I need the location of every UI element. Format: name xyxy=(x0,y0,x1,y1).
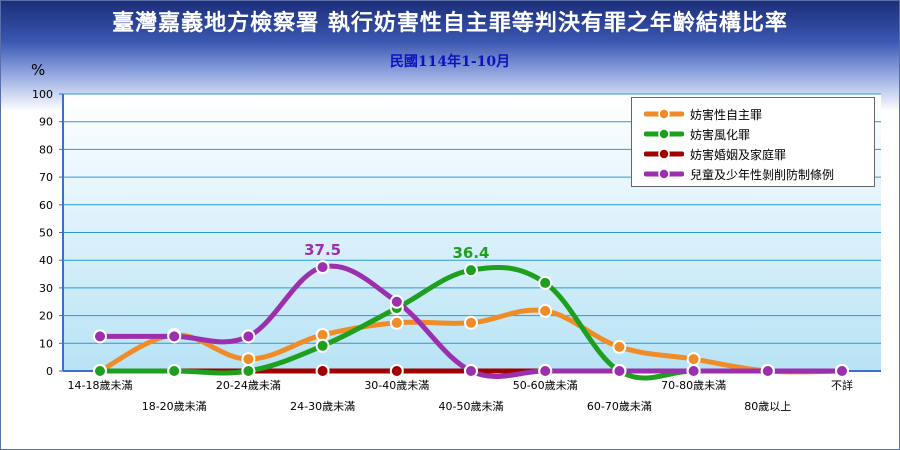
data-point-purple xyxy=(686,364,701,378)
data-point-orange xyxy=(464,315,478,330)
data-point-green xyxy=(315,338,330,353)
x-tick-label: 80歲以上 xyxy=(744,399,791,413)
data-point-darkred xyxy=(315,364,330,378)
legend-label: 兒童及少年性剝削防制條例 xyxy=(690,168,835,182)
y-tick-label: 50 xyxy=(39,227,53,240)
legend-swatch-orange xyxy=(644,108,684,120)
legend-item-marriage-family: 妨害婚姻及家庭罪 xyxy=(632,144,872,164)
data-point-purple xyxy=(167,329,182,344)
legend: 妨害性自主罪 妨害風化罪 妨害婚姻及家庭罪 兒童及少年性剝削防制條例 xyxy=(631,97,875,187)
legend-label: 妨害性自主罪 xyxy=(690,108,763,122)
data-point-purple xyxy=(538,364,553,378)
legend-swatch-green xyxy=(644,128,684,140)
data-point-purple xyxy=(760,364,775,378)
legend-item-sexual-autonomy: 妨害性自主罪 xyxy=(632,104,872,124)
x-tick-label: 50-60歲未滿 xyxy=(513,378,578,392)
y-tick-label: 90 xyxy=(39,116,53,129)
legend-swatch-purple xyxy=(644,168,684,180)
legend-swatch-darkred xyxy=(644,148,684,160)
data-point-green xyxy=(538,275,553,290)
x-tick-label: 70-80歲未滿 xyxy=(661,378,726,392)
data-point-purple xyxy=(93,329,107,344)
x-tick-label: 24-30歲未滿 xyxy=(290,399,355,413)
x-tick-label: 40-50歲未滿 xyxy=(439,399,504,413)
legend-item-child-exploitation: 兒童及少年性剝削防制條例 xyxy=(632,164,872,184)
peak-label: 36.4 xyxy=(452,244,489,262)
y-tick-label: 60 xyxy=(39,199,53,212)
data-point-green xyxy=(464,263,478,278)
x-tick-label: 14-18歲未滿 xyxy=(68,378,133,392)
data-point-orange xyxy=(241,352,256,367)
y-axis-label: % xyxy=(31,61,45,79)
x-tick-label: 20-24歲未滿 xyxy=(216,378,281,392)
data-point-darkred xyxy=(389,364,404,378)
data-point-purple xyxy=(835,364,849,378)
data-point-purple xyxy=(389,294,404,309)
data-point-orange xyxy=(538,303,553,318)
chart-subtitle: 民國114年1-10月 xyxy=(389,54,511,70)
data-point-purple xyxy=(612,364,627,378)
chart-title: 臺灣嘉義地方檢察署 執行妨害性自主罪等判決有罪之年齡結構比率 xyxy=(112,10,788,36)
y-tick-label: 70 xyxy=(39,171,53,184)
y-tick-label: 30 xyxy=(39,282,53,295)
y-tick-label: 20 xyxy=(39,310,53,323)
x-tick-label: 30-40歲未滿 xyxy=(364,378,429,392)
y-tick-label: 100 xyxy=(32,88,53,101)
data-point-purple xyxy=(241,329,256,344)
data-point-orange xyxy=(389,315,404,330)
data-point-green xyxy=(241,364,256,378)
x-tick-label: 18-20歲未滿 xyxy=(142,399,207,413)
data-point-orange xyxy=(686,352,701,367)
x-tick-label: 不詳 xyxy=(831,378,853,392)
y-tick-label: 40 xyxy=(39,254,53,267)
data-point-orange xyxy=(612,339,627,354)
data-point-purple xyxy=(315,260,330,275)
y-tick-label: 0 xyxy=(46,365,53,378)
data-point-green xyxy=(93,364,107,378)
x-tick-label: 60-70歲未滿 xyxy=(587,399,652,413)
data-point-purple xyxy=(464,364,478,378)
legend-label: 妨害風化罪 xyxy=(690,128,751,142)
series-line-purple xyxy=(97,263,845,380)
y-tick-label: 80 xyxy=(39,143,53,156)
legend-item-public-morals: 妨害風化罪 xyxy=(632,124,872,144)
legend-label: 妨害婚姻及家庭罪 xyxy=(690,148,787,162)
peak-label: 37.5 xyxy=(304,241,341,259)
data-point-green xyxy=(167,364,182,378)
y-tick-label: 10 xyxy=(39,337,53,350)
